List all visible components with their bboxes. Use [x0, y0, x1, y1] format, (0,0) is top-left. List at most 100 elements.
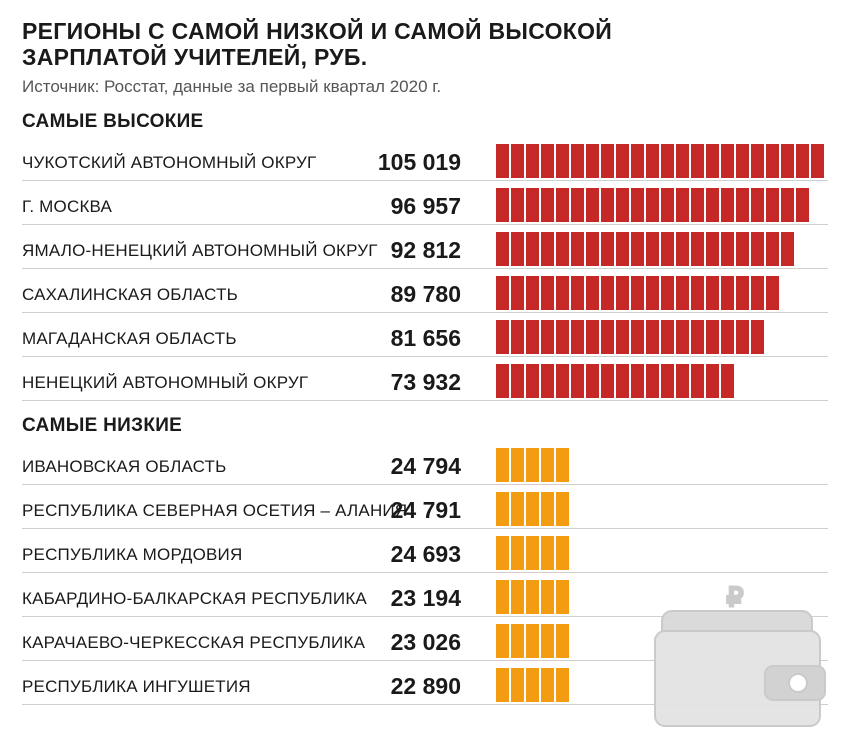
bar-segment: [676, 144, 689, 178]
bar-segment: [526, 492, 539, 526]
section-low-label: САМЫЕ НИЗКИЕ: [22, 415, 828, 437]
bar-segment: [526, 232, 539, 266]
bar-segment: [766, 188, 779, 222]
bar-segment: [601, 232, 614, 266]
bar-segment: [661, 144, 674, 178]
bar-segment: [586, 232, 599, 266]
bar: [496, 188, 809, 222]
bar-segment: [556, 188, 569, 222]
bar-segment: [496, 188, 509, 222]
chart-title-line1: РЕГИОНЫ С САМОЙ НИЗКОЙ И САМОЙ ВЫСОКОЙ: [22, 18, 828, 44]
bar-segment: [631, 188, 644, 222]
bar-segment: [796, 144, 809, 178]
bar-segment: [526, 188, 539, 222]
bar-segment: [571, 144, 584, 178]
bar-segment: [556, 536, 569, 570]
bar-segment: [736, 232, 749, 266]
region-value: 24 791: [391, 497, 461, 524]
bar-segment: [601, 188, 614, 222]
bar-segment: [676, 276, 689, 310]
bar-segment: [631, 364, 644, 398]
bar-segment: [541, 320, 554, 354]
bar-segment: [541, 624, 554, 658]
bar-segment: [676, 232, 689, 266]
bar-segment: [736, 188, 749, 222]
bar-segment: [691, 144, 704, 178]
bar-segment: [646, 364, 659, 398]
bar-segment: [616, 232, 629, 266]
region-value: 24 794: [391, 453, 461, 480]
bar-segment: [496, 320, 509, 354]
bar-segment: [661, 364, 674, 398]
bar-segment: [796, 188, 809, 222]
bar-segment: [646, 232, 659, 266]
bar-segment: [721, 276, 734, 310]
bar: [496, 624, 569, 658]
bar-segment: [706, 144, 719, 178]
bar-segment: [601, 276, 614, 310]
region-value: 23 194: [391, 585, 461, 612]
bar-segment: [541, 188, 554, 222]
bar-segment: [631, 232, 644, 266]
bar-segment: [766, 144, 779, 178]
bar-segment: [601, 320, 614, 354]
region-label: ЯМАЛО-НЕНЕЦКИЙ АВТОНОМНЫЙ ОКРУГ: [22, 241, 378, 261]
bar-segment: [661, 232, 674, 266]
bar: [496, 232, 794, 266]
bar-segment: [541, 364, 554, 398]
bar-segment: [571, 276, 584, 310]
chart-row: ЯМАЛО-НЕНЕЦКИЙ АВТОНОМНЫЙ ОКРУГ92 812: [22, 229, 828, 273]
bar-segment: [541, 580, 554, 614]
bar-segment: [526, 536, 539, 570]
bar: [496, 144, 824, 178]
row-underline: [22, 400, 828, 401]
region-value: 81 656: [391, 325, 461, 352]
bar-segment: [691, 188, 704, 222]
bar-segment: [616, 364, 629, 398]
bar-segment: [511, 492, 524, 526]
region-label: НЕНЕЦКИЙ АВТОНОМНЫЙ ОКРУГ: [22, 373, 308, 393]
bar: [496, 276, 779, 310]
bar-segment: [706, 276, 719, 310]
bar-segment: [511, 536, 524, 570]
bar-segment: [496, 232, 509, 266]
bar-segment: [556, 580, 569, 614]
bar-segment: [571, 188, 584, 222]
bar-segment: [631, 276, 644, 310]
bar: [496, 364, 734, 398]
bar-segment: [751, 144, 764, 178]
bar-segment: [511, 144, 524, 178]
bar-segment: [676, 188, 689, 222]
bar-segment: [676, 320, 689, 354]
region-value: 105 019: [378, 149, 461, 176]
region-value: 23 026: [391, 629, 461, 656]
bar-segment: [721, 320, 734, 354]
bar-segment: [631, 320, 644, 354]
bar-segment: [586, 144, 599, 178]
bar-segment: [706, 364, 719, 398]
bar-segment: [631, 144, 644, 178]
bar-segment: [571, 232, 584, 266]
bar-segment: [496, 624, 509, 658]
bar-segment: [661, 188, 674, 222]
bar-segment: [526, 624, 539, 658]
bar-segment: [556, 364, 569, 398]
row-underline: [22, 312, 828, 313]
bar-segment: [541, 492, 554, 526]
chart-row: РЕСПУБЛИКА СЕВЕРНАЯ ОСЕТИЯ – АЛАНИЯ24 79…: [22, 489, 828, 533]
bar-segment: [511, 276, 524, 310]
region-label: ИВАНОВСКАЯ ОБЛАСТЬ: [22, 457, 226, 477]
bar-segment: [511, 448, 524, 482]
bar-segment: [766, 276, 779, 310]
bar-segment: [496, 448, 509, 482]
bar-segment: [706, 232, 719, 266]
bar-segment: [541, 536, 554, 570]
bar-segment: [556, 276, 569, 310]
region-label: РЕСПУБЛИКА СЕВЕРНАЯ ОСЕТИЯ – АЛАНИЯ: [22, 501, 407, 521]
row-underline: [22, 268, 828, 269]
bar-segment: [601, 364, 614, 398]
region-label: САХАЛИНСКАЯ ОБЛАСТЬ: [22, 285, 238, 305]
chart-row: САХАЛИНСКАЯ ОБЛАСТЬ89 780: [22, 273, 828, 317]
chart-row: Г. МОСКВА96 957: [22, 185, 828, 229]
bar-segment: [766, 232, 779, 266]
